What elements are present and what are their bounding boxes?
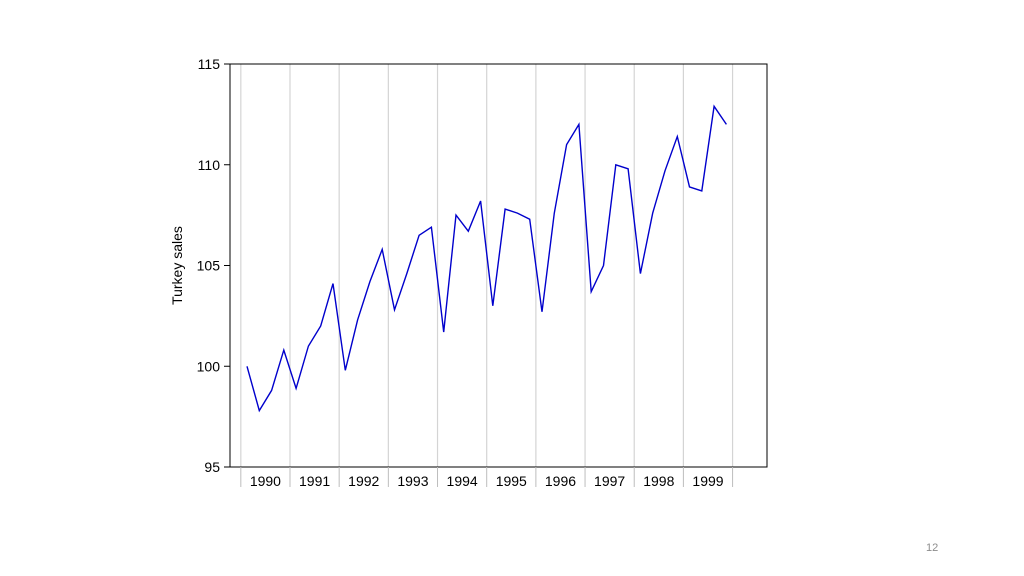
x-axis: 1990 1991 1992 1993 1994 1995 1996 1997 1998 1999 [240, 467, 734, 489]
x-tick-label: 1998 [643, 473, 674, 489]
x-tick-label: 1991 [299, 473, 330, 489]
x-tick-label: 1992 [348, 473, 379, 489]
x-tick-label: 1996 [545, 473, 576, 489]
x-tick-label: 1997 [594, 473, 625, 489]
slide-number: 12 [926, 542, 939, 554]
y-tick-label: 95 [204, 459, 220, 475]
series-line [246, 104, 727, 413]
y-axis-title: Turkey sales [169, 226, 185, 305]
y-axis: 95 100 105 110 115 [197, 56, 230, 475]
x-tick-label: 1993 [397, 473, 428, 489]
year-gridlines [240, 64, 734, 467]
x-tick-label: 1995 [496, 473, 527, 489]
x-tick-label: 1999 [692, 473, 723, 489]
y-tick-label: 110 [198, 157, 221, 173]
x-tick-label: 1990 [250, 473, 281, 489]
y-tick-label: 115 [198, 56, 221, 72]
y-tick-label: 105 [197, 258, 221, 274]
x-tick-label: 1994 [447, 473, 478, 489]
y-tick-label: 100 [197, 358, 221, 374]
